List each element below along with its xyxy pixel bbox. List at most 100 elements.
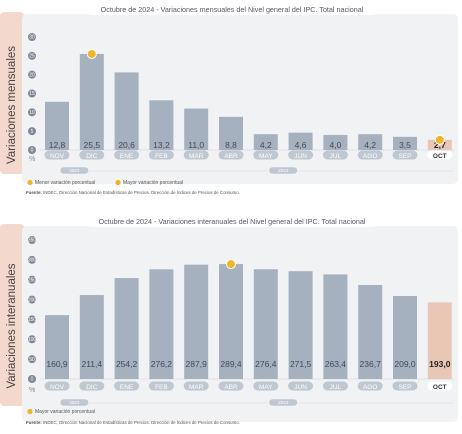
month-pill [427, 381, 453, 391]
annual-variation-chart-panel: Octubre de 2024 - Variaciones interanual… [0, 216, 462, 434]
source-label: Fuente: [26, 190, 42, 195]
month-label-jul: JUL [330, 153, 342, 160]
y-tick: 25 [28, 51, 36, 60]
source-label: Fuente: [26, 420, 42, 425]
month-pill [114, 381, 140, 391]
bar-feb [149, 269, 174, 379]
y-tick: 30 [28, 33, 36, 41]
month-label-dic: DIC [86, 384, 98, 391]
month-pill [253, 381, 279, 391]
y-axis-label: Variaciones mensuales [6, 46, 18, 164]
bar-mar [184, 264, 209, 379]
y-tick-circle [28, 375, 36, 383]
month-pill [392, 381, 418, 391]
chart-title: Octubre de 2024 - Variaciones mensuales … [101, 5, 364, 14]
bar-ago [358, 284, 383, 379]
value-label-dic: 211,4 [81, 359, 102, 369]
month-pill [288, 381, 314, 391]
value-label-mar: 287,9 [186, 359, 208, 369]
month-label-oct: OCT [433, 153, 447, 160]
bar-feb [149, 100, 174, 150]
y-tick-circle [28, 335, 36, 344]
bar-dic [79, 295, 104, 379]
y-tick-label: 15 [29, 91, 35, 97]
value-label-jul: 263,4 [325, 359, 347, 369]
month-pill [288, 150, 314, 160]
bar-abr [219, 116, 243, 150]
month-pill [183, 381, 209, 391]
month-label-may: MAY [259, 384, 273, 391]
value-label-nov: 160,9 [46, 359, 68, 369]
year-pill-2024 [269, 399, 298, 406]
month-pill [148, 381, 174, 391]
y-tick: 20 [28, 70, 36, 79]
month-pill [253, 150, 279, 160]
percent-symbol: % [29, 156, 35, 163]
month-pill [218, 150, 244, 160]
year-label-2024: 2024 [278, 168, 289, 173]
month-pill [322, 381, 348, 391]
value-label-nov: 12,8 [49, 140, 66, 150]
side-band [0, 224, 24, 406]
y-tick-label: 5 [31, 129, 34, 135]
bar-sep [393, 136, 417, 150]
monthly-variation-chart: Octubre de 2024 - Variaciones mensuales … [0, 4, 458, 195]
value-label-ene: 20,6 [118, 140, 135, 150]
month-pill [44, 381, 70, 391]
value-label-oct: 193,0 [429, 359, 451, 369]
month-label-abr: ABR [224, 153, 238, 160]
value-label-jul: 4,0 [329, 140, 341, 150]
month-label-oct: OCT [433, 384, 447, 391]
y-tick-label: 300 [28, 258, 37, 264]
bar-sep [393, 295, 417, 379]
y-tick-label: 350 [28, 238, 37, 244]
y-tick-circle [28, 275, 36, 284]
y-tick: 250 [28, 275, 36, 284]
bar-nov [45, 101, 69, 150]
month-pill [357, 150, 383, 160]
y-tick: 200 [28, 295, 36, 304]
legend-label: Mayor variación porcentual [35, 409, 95, 415]
y-tick: 15 [28, 89, 36, 98]
source-text: INDEC, Dirección Nacional de Estadística… [43, 190, 240, 195]
percent-symbol: % [29, 387, 35, 394]
value-label-dic: 25,5 [84, 140, 101, 150]
value-label-feb: 13,2 [153, 140, 170, 150]
month-label-feb: FEB [155, 153, 168, 160]
month-pill [322, 150, 348, 160]
bar-may [253, 269, 278, 379]
month-label-feb: FEB [155, 384, 168, 391]
chart-title: Octubre de 2024 - Variaciones interanual… [98, 217, 365, 226]
month-pill [79, 381, 105, 391]
bar-nov [45, 315, 69, 379]
y-tick-circle [28, 355, 36, 364]
bar-jun [288, 132, 313, 150]
month-label-jun: JUN [294, 384, 307, 391]
year-label-2023: 2023 [69, 400, 80, 405]
y-tick-circle [28, 315, 36, 324]
bar-jul [323, 274, 348, 379]
value-label-abr: 8,8 [225, 140, 237, 150]
value-label-may: 276,4 [255, 359, 277, 369]
month-pill [148, 150, 174, 160]
y-tick-circle [28, 108, 36, 117]
month-pill [427, 150, 453, 160]
month-label-sep: SEP [398, 153, 411, 160]
legend-max-marker-icon [27, 408, 33, 415]
y-tick-circle [28, 236, 36, 244]
month-pill [79, 150, 105, 160]
bar-jul [323, 134, 348, 150]
month-pill [357, 381, 383, 391]
month-pill [392, 150, 418, 160]
year-pill-2023 [60, 167, 89, 174]
month-label-nov: NOV [50, 153, 65, 160]
value-label-abr: 289,4 [220, 359, 242, 369]
month-pill [183, 150, 209, 160]
y-tick: 300 [28, 255, 37, 264]
min-marker-icon [434, 134, 445, 145]
y-tick: 150 [28, 315, 36, 324]
y-tick-circle [28, 255, 36, 264]
month-pill [44, 150, 70, 160]
bar-ene [114, 278, 139, 379]
y-tick: 350 [28, 236, 37, 244]
